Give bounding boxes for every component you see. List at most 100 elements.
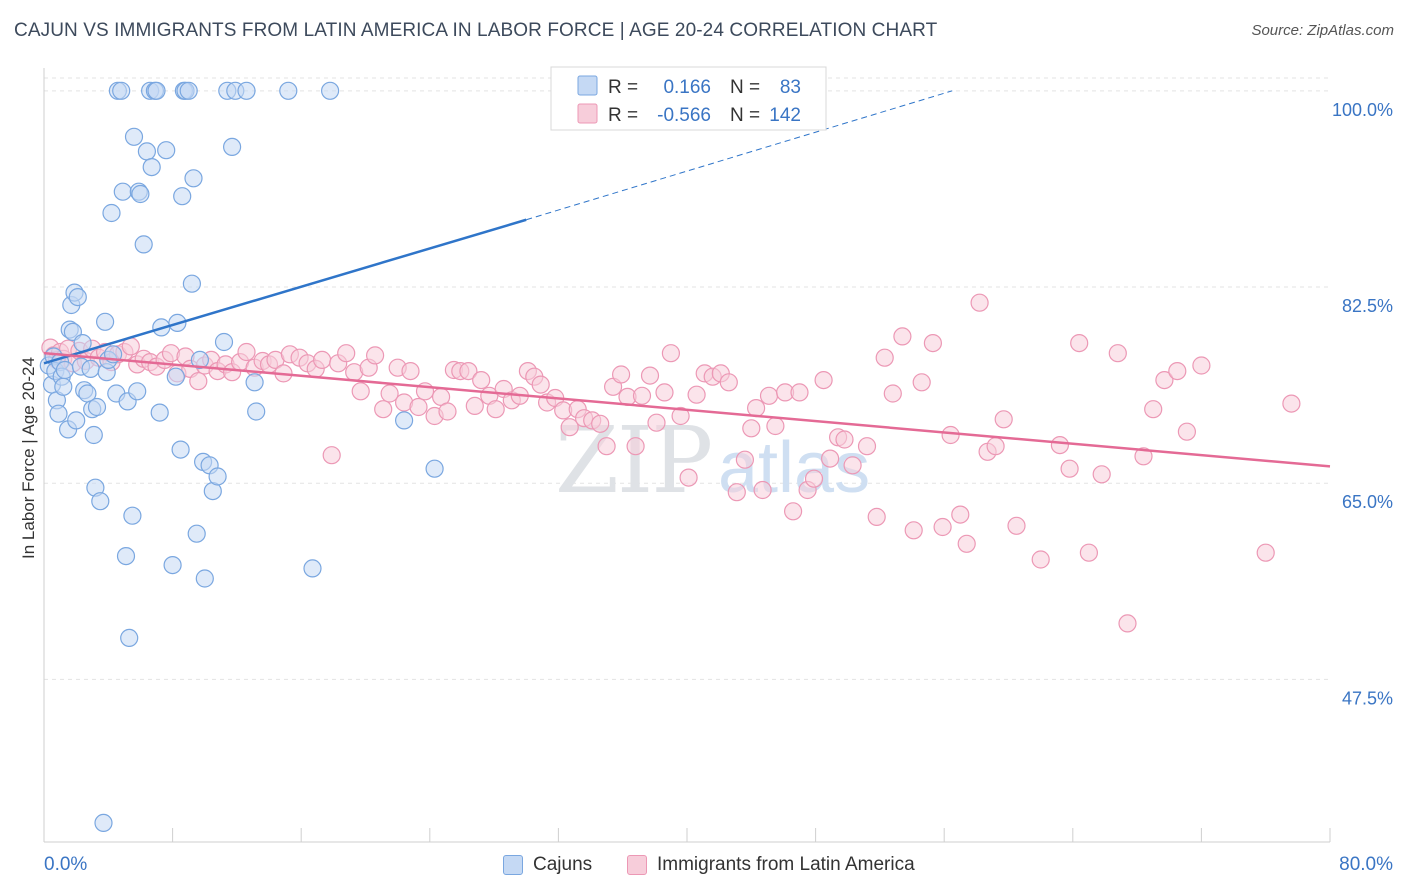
immigrant-point	[409, 397, 428, 417]
immigrant-point	[719, 373, 738, 392]
immigrant-point	[790, 383, 809, 402]
immigrant-point	[632, 386, 652, 405]
cajun-point	[395, 411, 414, 430]
immigrant-point	[1108, 344, 1127, 363]
points-cajuns	[39, 81, 444, 833]
legend-label-cajuns: Cajuns	[533, 854, 593, 875]
immigrant-point	[1007, 516, 1026, 535]
immigrant-point	[661, 344, 681, 363]
cajun-point	[55, 360, 75, 380]
immigrant-point	[893, 327, 912, 346]
cajun-point	[184, 169, 203, 188]
immigrant-point	[957, 534, 976, 553]
cajun-point	[91, 492, 110, 511]
cajun-point	[68, 288, 87, 307]
cajun-point	[321, 81, 340, 100]
legend-r-label-cajuns: R =	[608, 77, 638, 98]
cajun-point	[123, 506, 142, 525]
immigrant-point	[237, 342, 256, 362]
immigrant-point	[401, 362, 420, 381]
immigrant-point	[1155, 371, 1174, 390]
chart-title: CAJUN VS IMMIGRANTS FROM LATIN AMERICA I…	[14, 20, 938, 41]
immigrant-point	[804, 469, 824, 488]
trend-lines	[43, 90, 1331, 468]
immigrant-point	[313, 350, 332, 369]
legend-item-immigrants: Immigrants from Latin America	[627, 854, 915, 876]
immigrant-point	[986, 437, 1005, 456]
cajun-point	[190, 350, 209, 369]
source-label: Source: ZipAtlas.com	[1251, 22, 1394, 39]
cajun-point	[49, 404, 68, 423]
immigrant-point	[746, 399, 766, 418]
cajun-point	[163, 555, 182, 575]
immigrant-point	[820, 449, 840, 468]
cajun-point	[182, 274, 201, 293]
immigrant-point	[531, 375, 550, 394]
immigrant-point	[611, 365, 631, 384]
legend-item-cajuns: Cajuns	[503, 854, 592, 876]
immigrant-point	[951, 505, 970, 524]
axes	[43, 68, 1331, 843]
legend-n-label-cajuns: N =	[730, 77, 760, 98]
immigrant-point	[1079, 543, 1099, 562]
immigrant-point	[1256, 543, 1275, 562]
immigrant-point	[671, 406, 690, 426]
immigrant-point	[351, 382, 370, 401]
cajun-point	[94, 813, 113, 833]
cajun-point	[128, 382, 147, 401]
cajun-point	[171, 440, 190, 459]
cajun-point	[113, 182, 132, 201]
immigrant-point	[814, 371, 833, 390]
cajun-point	[279, 81, 298, 100]
cajun-point	[237, 81, 256, 100]
immigrant-point	[912, 373, 931, 392]
legend-n-value-cajuns: 83	[780, 77, 801, 98]
immigrant-point	[759, 386, 779, 405]
stats-legend: R = 0.166 N = 83 R = -0.566 N = 142	[550, 66, 827, 131]
legend-label-immigrants: Immigrants from Latin America	[657, 854, 915, 875]
immigrant-point	[472, 371, 491, 390]
immigrant-point	[1168, 362, 1187, 381]
series-legend: Cajuns Immigrants from Latin America	[0, 850, 1406, 880]
immigrant-point	[486, 400, 505, 419]
points-immigrants	[41, 293, 1301, 633]
y-tick-label: 65.0%	[1342, 492, 1393, 512]
legend-swatch-immigrants	[577, 103, 598, 124]
cajun-point	[166, 367, 185, 386]
immigrant-point	[1134, 447, 1153, 466]
immigrant-point	[1192, 356, 1211, 375]
cajun-point	[245, 373, 264, 392]
immigrant-point	[687, 385, 706, 404]
immigrant-trend-line	[43, 351, 1331, 468]
immigrant-point	[438, 402, 457, 421]
immigrant-point	[560, 418, 579, 437]
cajun-point	[137, 142, 156, 161]
cajun-trend-extension	[526, 90, 953, 221]
cajun-point	[208, 467, 227, 486]
immigrant-point	[875, 348, 894, 367]
cajun-point	[67, 411, 86, 430]
legend-swatch	[503, 855, 523, 875]
cajun-point	[84, 425, 103, 445]
immigrant-point	[735, 450, 755, 469]
immigrant-point	[1050, 436, 1070, 455]
immigrant-point	[783, 502, 803, 521]
immigrant-point	[1092, 465, 1111, 484]
immigrant-point	[189, 372, 208, 391]
immigrant-point	[374, 400, 393, 419]
x-min-label: 0.0%	[44, 854, 87, 875]
immigrant-point	[883, 384, 902, 403]
immigrant-point	[766, 416, 785, 436]
legend-n-value-immigrants: 142	[769, 105, 801, 126]
cajun-point	[247, 402, 266, 421]
immigrant-point	[857, 437, 877, 456]
legend-n-label-immigrants: N =	[730, 105, 760, 126]
immigrant-point	[904, 521, 923, 540]
cajun-point	[147, 81, 166, 100]
legend-r-value-cajuns: 0.166	[663, 77, 711, 98]
immigrant-point	[597, 437, 616, 456]
immigrant-point	[366, 346, 385, 365]
cajun-point	[120, 628, 139, 648]
cajun-trend-line	[43, 218, 527, 365]
